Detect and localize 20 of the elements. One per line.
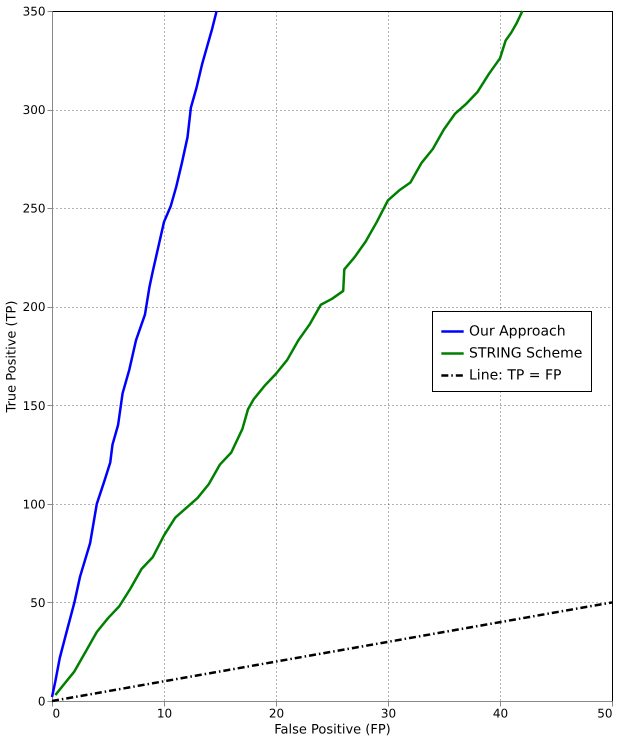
y-tick-label: 50 — [30, 596, 46, 610]
y-tick-label: 150 — [22, 398, 46, 413]
legend-label: STRING Scheme — [469, 346, 582, 362]
x-tick-label: 20 — [268, 706, 284, 720]
y-axis-title: True Positive (TP) — [4, 300, 20, 414]
y-tick-label: 200 — [22, 300, 46, 314]
line-series — [50, 10, 218, 698]
x-tick-label: 0 — [52, 706, 60, 720]
y-tick-label: 350 — [22, 4, 46, 18]
y-tick-label: 100 — [22, 497, 46, 512]
y-tick-label: 250 — [22, 202, 46, 216]
legend-label: Line: TP = FP — [469, 368, 562, 384]
x-tick-label: 50 — [597, 706, 612, 720]
x-tick-label: 40 — [492, 706, 508, 720]
legend-label: Our Approach — [469, 324, 566, 340]
x-tick-label: 10 — [156, 706, 172, 720]
y-tick-label: 300 — [22, 103, 46, 118]
y-tick-label: 0 — [38, 694, 46, 708]
x-axis-title: False Positive (FP) — [274, 722, 391, 738]
x-tick-label: 30 — [380, 706, 396, 720]
